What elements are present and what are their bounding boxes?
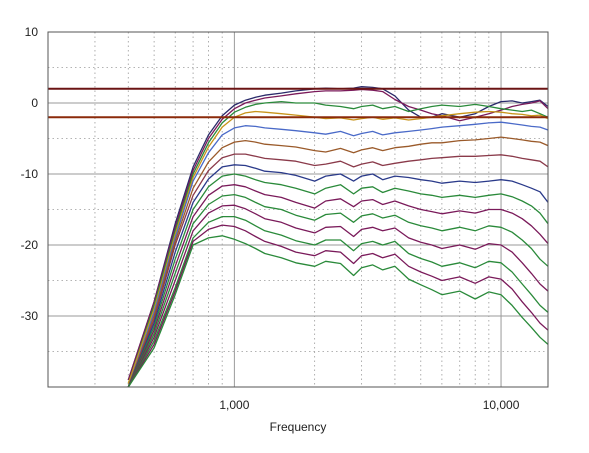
y-tick-label: -20 (21, 238, 39, 252)
series-line-1 (127, 86, 549, 381)
series-line-15 (127, 235, 549, 388)
x-tick-label: 1,000 (219, 398, 249, 412)
series-line-14 (127, 224, 549, 388)
x-tick-label: 10,000 (483, 398, 520, 412)
grid (48, 32, 548, 387)
x-tick-labels: 1,000 10,000 (219, 398, 519, 412)
y-tick-labels: 10 0 -10 -20 -30 (21, 25, 39, 323)
series-line-7 (127, 153, 549, 388)
y-tick-label: -30 (21, 309, 39, 323)
limit-lines (48, 87, 548, 119)
y-tick-label: -10 (21, 167, 39, 181)
series-line-8 (127, 164, 549, 388)
plot-background (48, 32, 548, 387)
y-tick-label: 10 (25, 25, 39, 39)
series-line-11 (127, 193, 549, 388)
y-tick-label: 0 (31, 96, 38, 110)
series-line-5 (127, 121, 549, 388)
series-line-13 (127, 215, 549, 388)
plot-frame (47, 31, 549, 388)
x-axis-title: Frequency (270, 420, 327, 434)
series-line-9 (127, 173, 549, 388)
series-line-3 (127, 100, 549, 384)
series-line-10 (127, 184, 549, 388)
series-line-4 (127, 110, 549, 384)
series-line-12 (127, 204, 549, 388)
series-line-6 (127, 136, 549, 388)
